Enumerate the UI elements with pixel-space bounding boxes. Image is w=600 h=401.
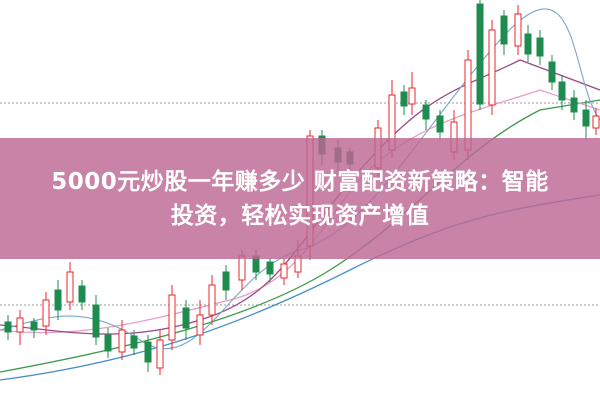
candle-down xyxy=(570,90,578,120)
candle-down xyxy=(54,280,62,320)
candle-down xyxy=(500,10,508,55)
candle-down xyxy=(30,318,38,338)
candle-up xyxy=(16,310,24,345)
title-banner: 5000元炒股一年赚多少 财富配资新策略：智能 投资，轻松实现资产增值 xyxy=(0,138,600,259)
candle-up xyxy=(66,262,74,310)
title-line: 5000元炒股一年赚多少 财富配资新策略：智能 xyxy=(51,168,549,195)
candle-down xyxy=(582,100,590,140)
candle-up xyxy=(156,330,164,375)
candle-down xyxy=(78,280,86,310)
candle-down xyxy=(144,335,152,372)
candle-down xyxy=(558,75,566,110)
candle-down xyxy=(222,265,230,300)
candle-down xyxy=(4,315,12,340)
candle-down xyxy=(266,258,274,282)
candle-up xyxy=(488,20,496,115)
candle-up xyxy=(196,300,204,345)
candle-up xyxy=(592,108,600,135)
candle-down xyxy=(400,85,408,115)
candle-down xyxy=(130,330,138,355)
title-line: 投资，轻松实现资产增值 xyxy=(170,202,430,229)
candle-down xyxy=(92,295,100,345)
candle-up xyxy=(42,292,50,335)
candle-down xyxy=(104,328,112,358)
candle-up xyxy=(168,285,176,350)
candle-up xyxy=(208,275,216,325)
candle-up xyxy=(118,320,126,360)
candle-up xyxy=(514,5,522,55)
candle-up xyxy=(408,72,416,115)
candle-down xyxy=(436,110,444,140)
candle-down xyxy=(476,0,484,110)
candle-down xyxy=(422,100,430,130)
candle-down xyxy=(536,30,544,65)
candle-down xyxy=(524,25,532,62)
candle-up xyxy=(280,258,288,285)
candle-down xyxy=(182,300,190,340)
candle-down xyxy=(548,55,556,90)
